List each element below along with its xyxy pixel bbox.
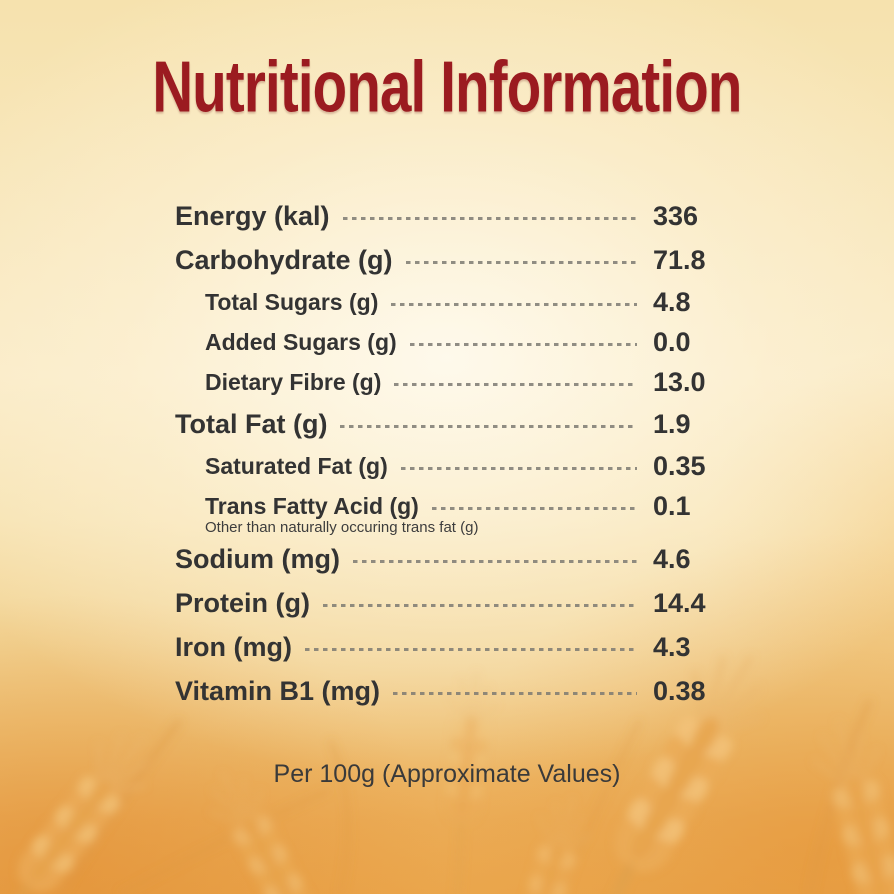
table-row: Iron (mg) 4.3 <box>175 625 721 669</box>
table-row: Trans Fatty Acid (g) 0.1 <box>175 486 721 526</box>
nutrient-label: Saturated Fat (g) <box>205 452 388 479</box>
nutrient-value: 4.3 <box>653 631 691 662</box>
dotted-leader <box>323 603 637 607</box>
table-row: Protein (g) 14.4 <box>175 581 721 625</box>
page-title-text: Nutritional Information <box>152 46 742 128</box>
nutrient-value: 71.8 <box>653 244 706 275</box>
nutrient-value: 0.35 <box>653 450 706 481</box>
nutrient-label: Energy (kal) <box>175 200 330 231</box>
dotted-leader <box>409 342 637 346</box>
dotted-leader <box>400 466 637 470</box>
nutrient-value: 1.9 <box>653 408 691 439</box>
nutrient-label: Sodium (mg) <box>175 543 340 574</box>
table-row: Saturated Fat (g) 0.35 <box>175 446 721 486</box>
table-row: Total Fat (g) 1.9 <box>175 402 721 446</box>
dotted-leader <box>405 260 637 264</box>
page-title: Nutritional Information <box>0 46 894 128</box>
nutrient-value: 0.38 <box>653 675 706 706</box>
nutrition-table: Energy (kal) 336 Carbohydrate (g) 71.8 Total… <box>175 194 721 713</box>
table-row: Energy (kal) 336 <box>175 194 721 238</box>
nutrient-label: Trans Fatty Acid (g) <box>205 492 419 519</box>
dotted-leader <box>391 302 637 306</box>
table-row: Vitamin B1 (mg) 0.38 <box>175 669 721 713</box>
dotted-leader <box>431 506 637 510</box>
nutrient-label: Carbohydrate (g) <box>175 244 393 275</box>
nutrient-note: Other than naturally occuring trans fat … <box>205 519 479 536</box>
nutrient-value: 0.1 <box>653 490 691 521</box>
dotted-leader <box>340 424 637 428</box>
dotted-leader <box>352 559 637 563</box>
table-row: Dietary Fibre (g) 13.0 <box>175 362 721 402</box>
nutrient-value: 4.6 <box>653 543 691 574</box>
nutrient-label: Vitamin B1 (mg) <box>175 675 381 706</box>
nutrient-label: Dietary Fibre (g) <box>205 368 382 395</box>
nutrient-value: 14.4 <box>653 587 706 618</box>
nutrient-label: Total Fat (g) <box>175 408 328 439</box>
nutrient-label: Added Sugars (g) <box>205 328 397 355</box>
table-row: Added Sugars (g) 0.0 <box>175 322 721 362</box>
nutrient-label: Iron (mg) <box>175 631 292 662</box>
table-row: Total Sugars (g) 4.8 <box>175 282 721 322</box>
serving-note: Per 100g (Approximate Values) <box>273 760 621 788</box>
nutrient-value: 4.8 <box>653 286 691 317</box>
table-row: Carbohydrate (g) 71.8 <box>175 238 721 282</box>
nutrient-value: 0.0 <box>653 326 691 357</box>
dotted-leader <box>393 691 637 695</box>
dotted-leader <box>394 382 637 386</box>
table-row: Sodium (mg) 4.6 <box>175 537 721 581</box>
nutrient-label: Protein (g) <box>175 587 310 618</box>
nutrient-value: 13.0 <box>653 366 706 397</box>
dotted-leader <box>304 647 637 651</box>
dotted-leader <box>342 216 637 220</box>
nutrient-label: Total Sugars (g) <box>205 288 379 315</box>
nutrient-value: 336 <box>653 200 699 231</box>
